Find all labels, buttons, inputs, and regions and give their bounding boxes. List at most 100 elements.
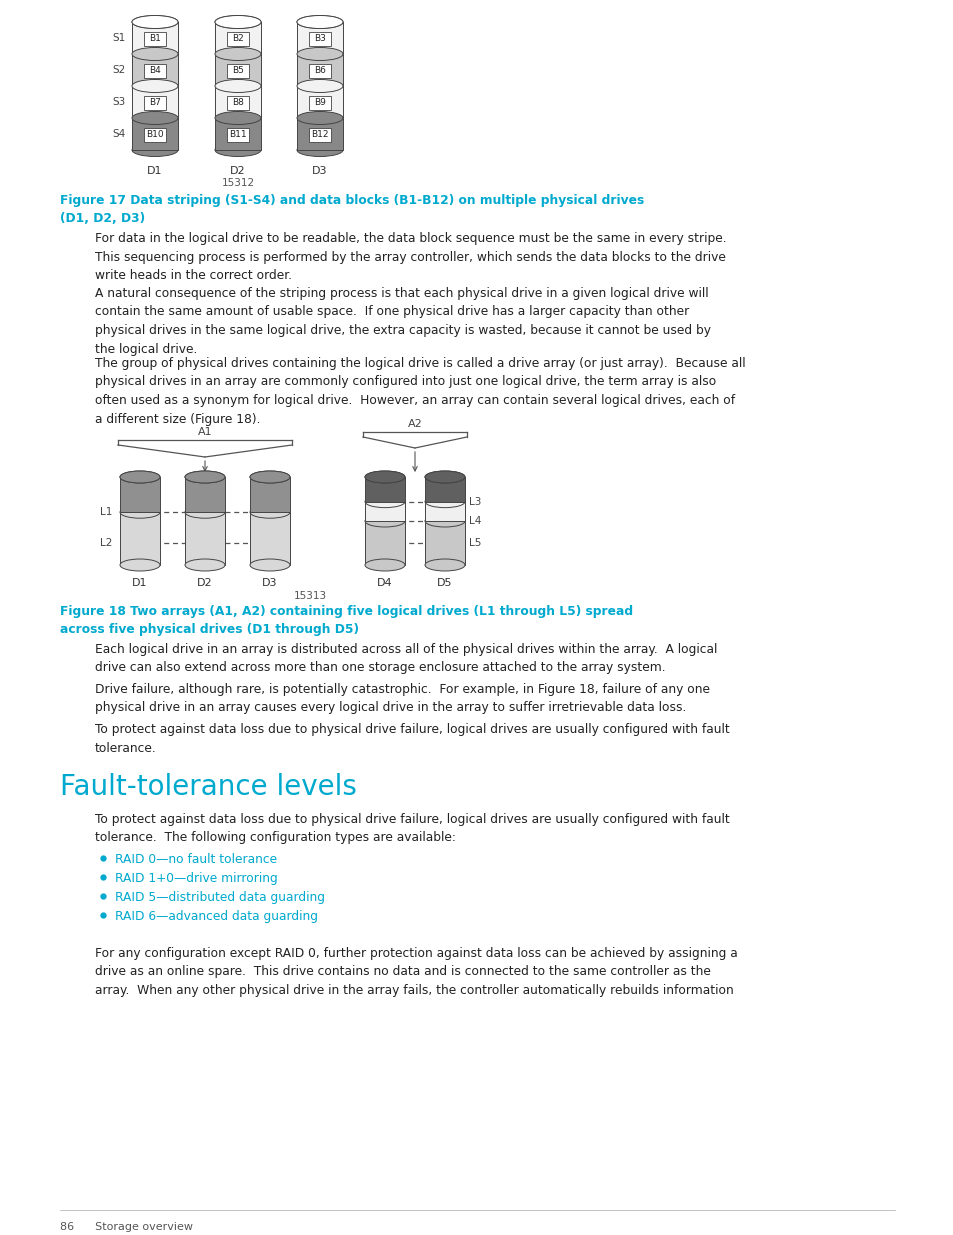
Ellipse shape xyxy=(214,143,261,157)
Ellipse shape xyxy=(365,559,405,571)
Bar xyxy=(144,32,166,46)
Text: To protect against data loss due to physical drive failure, logical drives are u: To protect against data loss due to phys… xyxy=(95,813,729,845)
Text: D2: D2 xyxy=(230,165,246,177)
Bar xyxy=(424,521,464,564)
Bar xyxy=(214,22,261,54)
Bar xyxy=(296,119,343,149)
Ellipse shape xyxy=(214,47,261,61)
Text: B3: B3 xyxy=(314,35,326,43)
Bar xyxy=(144,95,166,110)
Ellipse shape xyxy=(296,143,343,157)
Bar xyxy=(250,513,290,564)
Bar xyxy=(120,513,160,564)
Text: D3: D3 xyxy=(262,578,277,588)
Bar xyxy=(424,477,464,501)
Ellipse shape xyxy=(132,143,178,157)
Text: 15312: 15312 xyxy=(221,178,254,188)
Text: Figure 17 Data striping (S1-S4) and data blocks (B1-B12) on multiple physical dr: Figure 17 Data striping (S1-S4) and data… xyxy=(60,194,643,226)
Text: For data in the logical drive to be readable, the data block sequence must be th: For data in the logical drive to be read… xyxy=(95,232,726,282)
Bar xyxy=(296,22,343,54)
Text: S2: S2 xyxy=(112,65,125,75)
Bar xyxy=(214,119,261,149)
Text: Drive failure, although rare, is potentially catastrophic.  For example, in Figu: Drive failure, although rare, is potenti… xyxy=(95,683,709,715)
Bar xyxy=(309,95,331,110)
Bar xyxy=(296,54,343,86)
Bar xyxy=(214,54,261,86)
Ellipse shape xyxy=(365,471,405,483)
Text: D3: D3 xyxy=(312,165,328,177)
Ellipse shape xyxy=(424,515,464,527)
Ellipse shape xyxy=(424,471,464,483)
Bar xyxy=(250,477,290,513)
Bar xyxy=(214,86,261,119)
Bar xyxy=(309,32,331,46)
Text: L2: L2 xyxy=(99,538,112,548)
Ellipse shape xyxy=(132,16,178,28)
Text: D1: D1 xyxy=(132,578,148,588)
Text: RAID 1+0—drive mirroring: RAID 1+0—drive mirroring xyxy=(115,872,277,885)
Text: B7: B7 xyxy=(149,98,161,107)
Text: RAID 6—advanced data guarding: RAID 6—advanced data guarding xyxy=(115,910,317,923)
Ellipse shape xyxy=(120,471,160,483)
Text: Each logical drive in an array is distributed across all of the physical drives : Each logical drive in an array is distri… xyxy=(95,643,717,674)
Text: Fault-tolerance levels: Fault-tolerance levels xyxy=(60,773,356,802)
Text: RAID 0—no fault tolerance: RAID 0—no fault tolerance xyxy=(115,853,276,866)
Ellipse shape xyxy=(250,471,290,483)
Ellipse shape xyxy=(132,47,178,61)
Text: A2: A2 xyxy=(407,419,422,429)
Text: The group of physical drives containing the logical drive is called a drive arra: The group of physical drives containing … xyxy=(95,357,745,426)
Text: B4: B4 xyxy=(149,67,161,75)
Bar xyxy=(227,32,249,46)
Bar xyxy=(185,513,225,564)
Text: 86      Storage overview: 86 Storage overview xyxy=(60,1221,193,1233)
Text: S4: S4 xyxy=(112,128,125,140)
Ellipse shape xyxy=(132,16,178,28)
Text: L3: L3 xyxy=(469,496,481,506)
Ellipse shape xyxy=(185,559,225,571)
Ellipse shape xyxy=(185,471,225,483)
Ellipse shape xyxy=(365,515,405,527)
Text: D2: D2 xyxy=(197,578,213,588)
Text: RAID 5—distributed data guarding: RAID 5—distributed data guarding xyxy=(115,890,325,904)
Bar xyxy=(309,127,331,142)
Text: L5: L5 xyxy=(469,538,481,548)
Ellipse shape xyxy=(250,559,290,571)
Ellipse shape xyxy=(120,506,160,519)
Ellipse shape xyxy=(296,111,343,125)
Bar xyxy=(227,95,249,110)
Text: S1: S1 xyxy=(112,33,125,43)
Ellipse shape xyxy=(424,559,464,571)
Text: Figure 18 Two arrays (A1, A2) containing five logical drives (L1 through L5) spr: Figure 18 Two arrays (A1, A2) containing… xyxy=(60,605,633,636)
Bar xyxy=(296,86,343,119)
Ellipse shape xyxy=(365,471,405,483)
Bar xyxy=(365,477,405,501)
Text: B11: B11 xyxy=(229,130,247,140)
Ellipse shape xyxy=(296,47,343,61)
Text: B9: B9 xyxy=(314,98,326,107)
Ellipse shape xyxy=(214,16,261,28)
Text: 15313: 15313 xyxy=(294,592,326,601)
Bar xyxy=(365,501,405,521)
Bar xyxy=(132,119,178,149)
Ellipse shape xyxy=(296,16,343,28)
Bar xyxy=(227,64,249,78)
Bar xyxy=(185,477,225,513)
Text: D5: D5 xyxy=(436,578,453,588)
Ellipse shape xyxy=(424,495,464,508)
Ellipse shape xyxy=(120,559,160,571)
Bar xyxy=(132,86,178,119)
Text: For any configuration except RAID 0, further protection against data loss can be: For any configuration except RAID 0, fur… xyxy=(95,947,737,997)
Text: B1: B1 xyxy=(149,35,161,43)
Bar xyxy=(309,64,331,78)
Bar xyxy=(227,127,249,142)
Text: B5: B5 xyxy=(232,67,244,75)
Text: A natural consequence of the striping process is that each physical drive in a g: A natural consequence of the striping pr… xyxy=(95,287,710,356)
Ellipse shape xyxy=(120,471,160,483)
Bar xyxy=(132,54,178,86)
Ellipse shape xyxy=(365,495,405,508)
Text: S3: S3 xyxy=(112,98,125,107)
Bar xyxy=(132,22,178,54)
Text: L4: L4 xyxy=(469,516,481,526)
Text: B2: B2 xyxy=(232,35,244,43)
Text: D4: D4 xyxy=(376,578,393,588)
